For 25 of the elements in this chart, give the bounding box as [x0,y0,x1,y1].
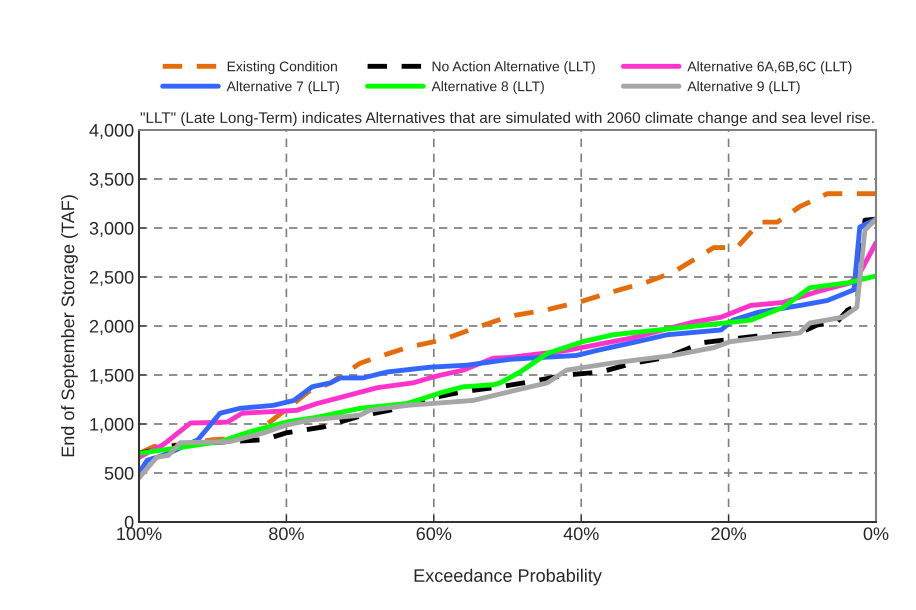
text: "LLT" (Late Long-Term) indicates Alternatives that are simulated with 2060 climate change and sea level rise. [140,112,874,126]
y-tick-label: 2,000 [90,320,134,335]
y-tick-label: 3,000 [90,222,134,237]
x-tick-label: 40% [564,527,599,540]
y-tick-label: 2,500 [90,270,134,286]
x-tick-label: 80% [269,527,304,540]
x-tick-label: 60% [416,527,452,540]
legend-label: Existing Condition [228,61,337,74]
y-tick-label: 0 [124,516,134,529]
legend-label: Alternative 8 (LLT) [432,81,544,94]
x-axis-title: Exceedance Probability [414,568,602,586]
legend-label: Alternative 7 (LLT) [226,81,339,94]
legend-label: Alternative 6A,6B,6C (LLT) [687,61,852,74]
y-tick-label: 4,000 [89,124,134,139]
y-axis-title: End of September Storage (TAF) [61,195,78,456]
y-tick-label: 500 [104,466,134,480]
y-tick-label: 1,500 [90,368,134,384]
y-tick-label: 3,500 [90,172,134,188]
x-tick-label: 0% [864,527,888,540]
x-tick-label: 100% [117,527,162,540]
y-tick-label: 1,000 [90,418,134,433]
x-tick-label: 20% [711,527,746,540]
legend-label: No Action Alternative (LLT) [432,61,595,74]
line-series [139,274,876,456]
legend-label: Alternative 9 (LLT) [687,81,800,94]
